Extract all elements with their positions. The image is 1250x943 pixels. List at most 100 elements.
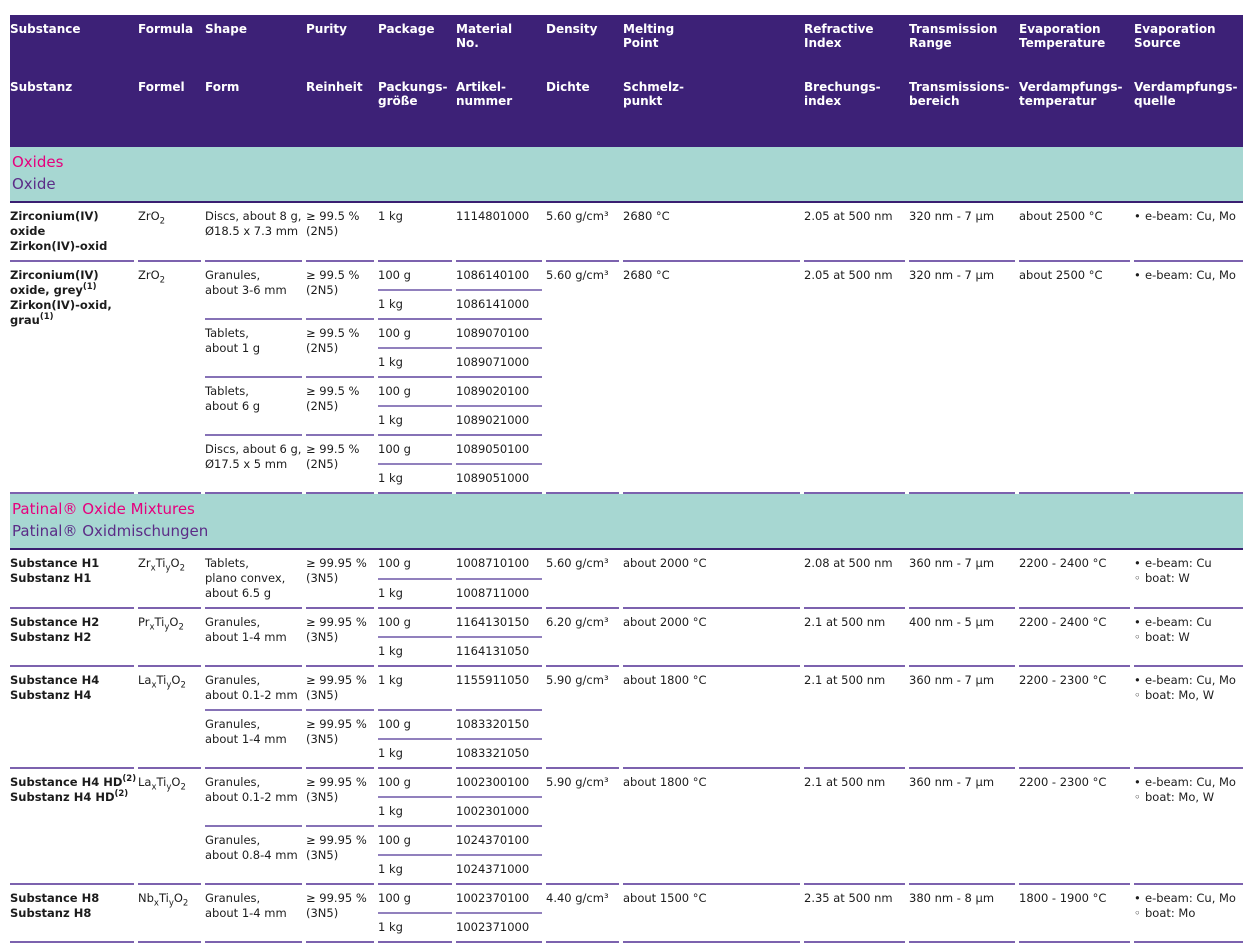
- cell-material-no: 1164130150: [456, 607, 542, 636]
- cell-purity: ≥ 99.5 % (2N5): [306, 203, 374, 260]
- col-header-melting-point: Melting Point Schmelz-punkt: [623, 22, 800, 147]
- cell-transmission-range: 320 nm - 7 µm: [909, 203, 1015, 260]
- separator-segment: [378, 492, 452, 494]
- cell-material-no: 1002370100: [456, 883, 542, 912]
- col-header-en: Melting Point: [623, 22, 800, 80]
- separator-segment: [546, 492, 619, 494]
- source-line: ◦ boat: Mo, W: [1134, 688, 1215, 702]
- text-line: about 2500 °C: [1019, 209, 1103, 223]
- text-line: about 1 g: [205, 341, 261, 355]
- text-line: ZrO2: [138, 209, 166, 227]
- text-line: Verdampfungs-: [1019, 80, 1123, 94]
- text-line: ≥ 99.95 %: [306, 556, 367, 570]
- source-line: • e-beam: Cu: [1134, 615, 1212, 629]
- text-line: 1164131050: [456, 644, 530, 658]
- separator-segment: [205, 492, 302, 494]
- cell-density: 5.60 g/cm³: [546, 203, 619, 260]
- cell-package: 1 kg: [378, 463, 452, 492]
- text-line: Evaporation: [1134, 22, 1216, 36]
- col-header-de: Packungs-größe: [378, 80, 452, 108]
- cell-melting-point: about 2000 °C: [623, 607, 800, 665]
- cell-package: 1 kg: [378, 405, 452, 434]
- text-line: 2.1 at 500 nm: [804, 775, 886, 789]
- text-line: 1164130150: [456, 615, 530, 629]
- cell-evaporation-source: • e-beam: Cu, Mo: [1134, 203, 1243, 260]
- text-line: 320 nm - 7 µm: [909, 268, 995, 282]
- text-line: Verdampfungs-: [1134, 80, 1238, 94]
- text-line: 2200 - 2400 °C: [1019, 615, 1107, 629]
- cell-material-no: 1089071000: [456, 347, 542, 376]
- col-header-evaporation-temperature: Evaporation Temperature Verdampfungs-tempe…: [1019, 22, 1130, 147]
- table-row: Substance H4 Substanz H4 LaxTiyO2 Granules,…: [10, 665, 1243, 767]
- col-header-refractive-index: Refractive Index Brechungs-index: [804, 22, 905, 147]
- text-line: Substanz H2: [10, 630, 92, 644]
- cell-material-no: 1089021000: [456, 405, 542, 434]
- cell-formula: LaxTiyO2: [138, 665, 201, 767]
- text-line: ≥ 99.5 %: [306, 384, 360, 398]
- text-line: LaxTiyO2: [138, 673, 186, 691]
- text-line: 360 nm - 7 µm: [909, 673, 995, 687]
- source-line: • e-beam: Cu, Mo: [1134, 209, 1236, 223]
- text-line: 4.40 g/cm³: [546, 891, 609, 905]
- text-line: Substance: [10, 22, 81, 36]
- text-line: Granules,: [205, 673, 261, 687]
- col-header-de: Transmissions-bereich: [909, 80, 1015, 108]
- text-line: Source: [1134, 36, 1181, 50]
- cell-density: 5.60 g/cm³: [546, 260, 619, 492]
- source-line: ◦ boat: Mo: [1134, 906, 1196, 920]
- text-line: 1086141000: [456, 297, 530, 311]
- cell-density: 5.90 g/cm³: [546, 767, 619, 883]
- cell-evaporation-temperature: about 2500 °C: [1019, 260, 1130, 492]
- separator-segment: [138, 492, 201, 494]
- open-bullet-icon: ◦: [1134, 630, 1141, 644]
- separator-segment: [623, 492, 800, 494]
- text-line: (3N5): [306, 906, 339, 920]
- section-header: Oxides Oxide: [10, 147, 1243, 201]
- text-line: 1024370100: [456, 833, 530, 847]
- cell-purity: ≥ 99.95 % (3N5): [306, 709, 374, 767]
- text-line: about 0.1-2 mm: [205, 790, 298, 804]
- col-header-package: Package Packungs-größe: [378, 22, 452, 147]
- text-line: Substance H2: [10, 615, 100, 629]
- text-line: 2.1 at 500 nm: [804, 615, 886, 629]
- cell-purity: ≥ 99.5 % (2N5): [306, 434, 374, 492]
- cell-shape: Granules, about 3-6 mm: [205, 260, 302, 318]
- cell-melting-point: about 1800 °C: [623, 665, 800, 767]
- text-line: 1114801000: [456, 209, 530, 223]
- text-line: 2.08 at 500 nm: [804, 556, 893, 570]
- cell-material-no: 1086140100: [456, 260, 542, 289]
- text-line: about 0.1-2 mm: [205, 688, 298, 702]
- text-line: 1800 - 1900 °C: [1019, 891, 1107, 905]
- text-line: Form: [205, 80, 240, 94]
- section-end-separator: [10, 492, 1243, 494]
- cell-shape: Granules, about 0.1-2 mm: [205, 665, 302, 709]
- text-line: Substanz H8: [10, 906, 92, 920]
- text-line: temperatur: [1019, 94, 1097, 108]
- cell-substance: Substance H8 Substanz H8: [10, 883, 134, 941]
- text-line: Substanz H1: [10, 571, 92, 585]
- text-line: 100 g: [378, 891, 411, 905]
- cell-package: 1 kg: [378, 854, 452, 883]
- cell-purity: ≥ 99.95 % (3N5): [306, 550, 374, 607]
- text-line: 1089020100: [456, 384, 530, 398]
- text-line: Granules,: [205, 833, 261, 847]
- col-header-de: Verdampfungs-quelle: [1134, 80, 1243, 108]
- cell-package: 1 kg: [378, 577, 452, 608]
- text-line: ZrxTiyO2: [138, 556, 186, 574]
- cell-transmission-range: 400 nm - 5 µm: [909, 607, 1015, 665]
- cell-material-no: 1164131050: [456, 636, 542, 665]
- cell-material-no: 1024371000: [456, 854, 542, 883]
- text-line: Evaporation: [1019, 22, 1101, 36]
- text-line: Melting: [623, 22, 675, 36]
- cell-material-no: 1002371000: [456, 912, 542, 941]
- filled-bullet-icon: •: [1134, 209, 1141, 223]
- text-line: 1155911050: [456, 673, 530, 687]
- source-line: ◦ boat: W: [1134, 571, 1190, 585]
- text-line: Zirkon(IV)-oxid,: [10, 298, 112, 312]
- cell-refractive-index: 2.1 at 500 nm: [804, 607, 905, 665]
- cell-purity: ≥ 99.95 % (3N5): [306, 767, 374, 825]
- filled-bullet-icon: •: [1134, 268, 1141, 282]
- table-row: Substance H8 Substanz H8 NbxTiyO2 Granules,…: [10, 883, 1243, 941]
- col-header-de: Reinheit: [306, 80, 374, 94]
- table-row: Zirconium(IV) oxide Zirkon(IV)-oxid ZrO2 Dis…: [10, 203, 1243, 260]
